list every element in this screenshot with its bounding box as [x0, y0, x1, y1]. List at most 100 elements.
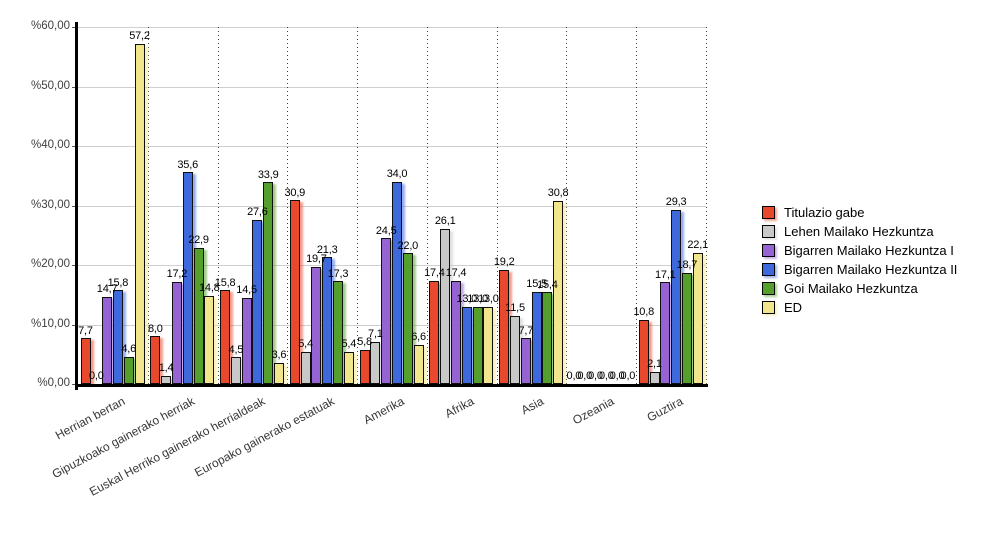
bar-value-label: 26,1 — [434, 215, 456, 228]
bar-5-1 — [123, 356, 134, 384]
legend-item: ED — [762, 298, 957, 317]
bar-5-4 — [333, 281, 343, 384]
bar-value-label: 0,0 — [588, 370, 603, 382]
legend-swatch-icon — [762, 225, 775, 238]
bar-value-label: 24,5 — [375, 224, 397, 237]
bar-4-9 — [671, 209, 682, 384]
bar-2-7 — [510, 315, 520, 384]
bar-3-3 — [241, 297, 252, 384]
bar-6-4 — [343, 351, 354, 384]
bar-3-1 — [102, 296, 113, 384]
bar-value-label: 17,2 — [166, 268, 188, 281]
x-axis-category-label: Amerika — [361, 394, 407, 428]
bar-4-6 — [461, 306, 472, 384]
bar-3-9 — [660, 282, 671, 384]
bar-4-4 — [322, 257, 333, 384]
bar-6-3 — [274, 362, 284, 384]
bar-1-3 — [220, 290, 231, 384]
bar-value-label: 30,8 — [547, 187, 569, 200]
bar-1-5 — [359, 349, 370, 384]
bar-value-label: 5,4 — [341, 338, 357, 351]
legend-item: Lehen Mailako Hezkuntza — [762, 222, 957, 241]
bar-2-5 — [370, 341, 381, 384]
bar-value-label: 14,5 — [236, 284, 257, 297]
legend-swatch-icon — [762, 301, 775, 314]
bar-4-3 — [252, 219, 263, 384]
bar-6-1 — [134, 43, 145, 384]
bar-1-7 — [499, 269, 510, 384]
bar-value-label: 33,9 — [257, 168, 279, 181]
bar-2-6 — [440, 228, 451, 384]
y-axis-tick-mark — [72, 146, 76, 147]
category-separator — [218, 27, 219, 384]
legend-label: Bigarren Mailako Hezkuntza II — [784, 261, 958, 277]
bar-2-2 — [161, 375, 172, 384]
bar-2-4 — [300, 351, 311, 384]
bar-value-label: 17,1 — [654, 268, 676, 281]
bar-value-label: 1,4 — [158, 362, 174, 375]
bar-value-label: 14,8 — [198, 282, 220, 295]
y-axis-tick-label: %60,00 — [30, 20, 70, 32]
bar-3-4 — [311, 266, 322, 384]
legend-swatch-icon — [762, 206, 775, 219]
bar-5-7 — [542, 292, 553, 384]
y-gridline — [78, 87, 706, 88]
bar-value-label: 0,0 — [598, 370, 614, 382]
bar-value-label: 3,6 — [271, 349, 287, 362]
bar-4-5 — [392, 181, 402, 384]
bar-value-label: 13,0 — [456, 293, 478, 306]
legend-item: Goi Mailako Hezkuntza — [762, 279, 957, 298]
legend-label: ED — [784, 299, 803, 315]
bar-2-9 — [649, 371, 660, 384]
legend-label: Bigarren Mailako Hezkuntza I — [784, 242, 954, 258]
legend-label: Goi Mailako Hezkuntza — [784, 280, 918, 296]
bar-value-label: 14,7 — [96, 283, 118, 295]
bar-value-label: 2,1 — [647, 358, 662, 370]
category-separator — [287, 27, 288, 384]
bar-value-label: 29,3 — [665, 196, 687, 209]
bar-6-2 — [204, 295, 215, 384]
bar-value-label: 19,7 — [306, 253, 327, 266]
bar-value-label: 17,4 — [445, 267, 467, 279]
bar-value-label: 13,0 — [478, 293, 499, 306]
y-axis-tick-label: %40,00 — [30, 139, 70, 151]
category-separator — [706, 27, 707, 384]
y-axis-tick-mark — [72, 27, 76, 28]
bar-1-2 — [150, 336, 161, 384]
y-gridline — [78, 146, 706, 147]
bar-value-label: 57,2 — [129, 30, 150, 43]
y-axis-tick-mark — [72, 325, 76, 326]
x-axis-category-label: Guztira — [644, 394, 686, 425]
bar-3-5 — [381, 238, 392, 384]
legend-swatch-icon — [762, 282, 775, 295]
bar-value-label: 30,9 — [284, 186, 306, 199]
bar-value-label: 0,0 — [88, 370, 104, 382]
category-separator — [148, 27, 149, 384]
legend-swatch-icon — [762, 244, 775, 257]
x-axis-category-label: Asia — [518, 394, 547, 418]
bar-2-3 — [230, 357, 241, 384]
bar-6-5 — [413, 344, 424, 384]
x-axis-category-label: Afrika — [442, 394, 477, 421]
bar-6-9 — [692, 252, 703, 384]
category-separator — [497, 27, 498, 384]
legend-item: Bigarren Mailako Hezkuntza II — [762, 260, 957, 279]
bar-value-label: 15,4 — [537, 278, 558, 291]
bar-value-label: 5,4 — [298, 338, 313, 351]
bar-value-label: 17,3 — [327, 267, 349, 280]
bar-value-label: 0,0 — [566, 370, 582, 382]
legend-label: Titulazio gabe — [784, 204, 865, 220]
category-separator — [566, 27, 567, 384]
bar-5-6 — [472, 306, 483, 384]
y-axis-line — [75, 22, 78, 390]
y-axis-tick-mark — [72, 87, 76, 88]
bar-value-label: 8,0 — [147, 322, 163, 335]
bar-value-label: 11,5 — [505, 302, 525, 315]
bar-1-1 — [80, 338, 91, 384]
bar-5-9 — [681, 272, 692, 384]
bar-value-label: 6,6 — [411, 331, 426, 344]
bar-3-2 — [171, 281, 182, 384]
y-axis-tick-label: %50,00 — [30, 80, 70, 92]
bar-value-label: 7,7 — [78, 324, 93, 337]
bar-value-label: 18,7 — [676, 259, 698, 272]
